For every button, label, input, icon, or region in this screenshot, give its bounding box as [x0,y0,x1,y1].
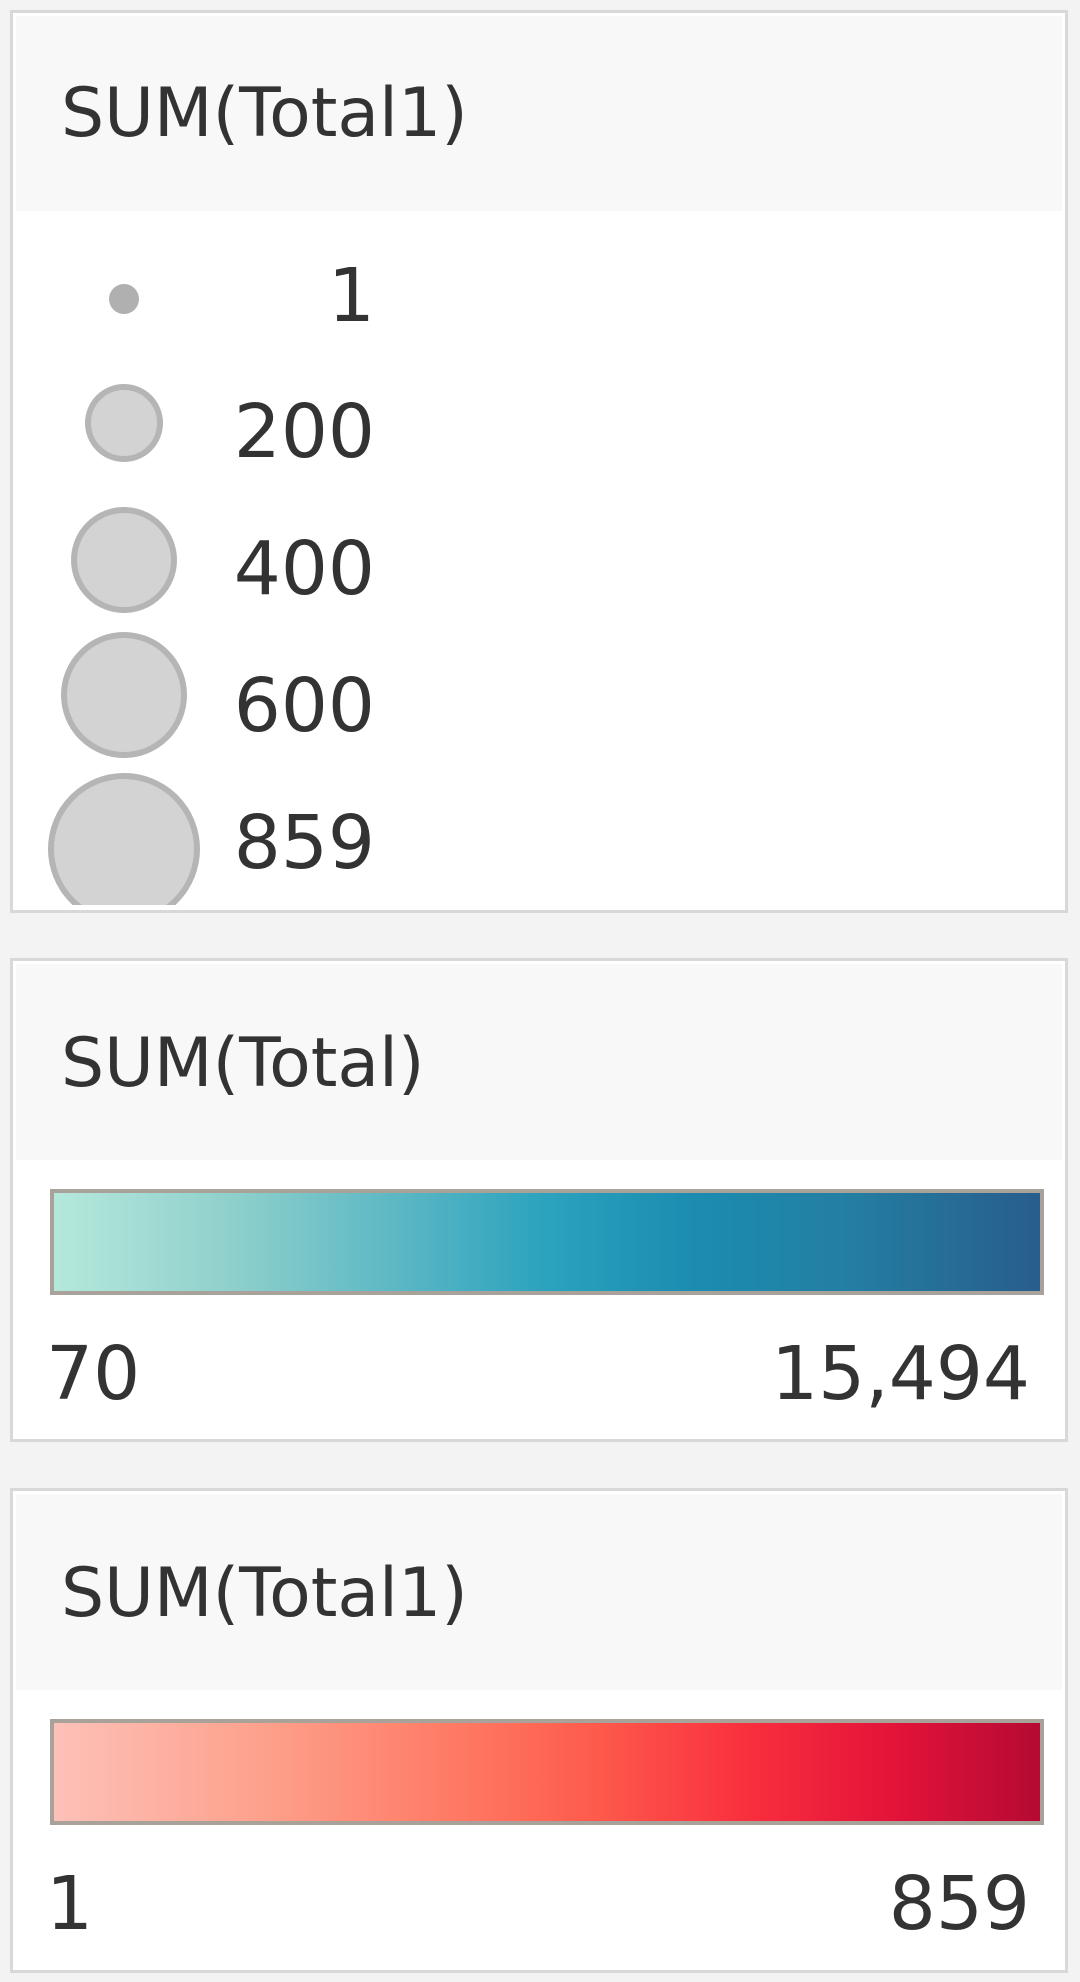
size-legend-card: SUM(Total1) 1 200 400 600 859 [10,10,1068,913]
color-legend-total1-card: SUM(Total1) 1 859 [10,1488,1068,1973]
size-mark-1 [109,284,139,314]
size-label-859: 859 [163,798,375,888]
size-label-200: 200 [163,387,375,477]
size-label-600: 600 [163,661,375,751]
color-legend-total-min: 70 [46,1329,140,1419]
color-legend-total-card: SUM(Total) 70 15,494 [10,958,1068,1442]
color-ramp-total[interactable] [50,1189,1044,1295]
size-legend-title[interactable]: SUM(Total1) [16,16,1062,211]
color-legend-total1-title[interactable]: SUM(Total1) [16,1494,1062,1690]
color-ramp-total1[interactable] [50,1719,1044,1825]
color-legend-total1-max: 859 [889,1859,1030,1949]
size-label-1: 1 [163,251,375,341]
size-mark-400 [71,507,177,613]
size-label-400: 400 [163,524,375,614]
color-legend-total-max: 15,494 [771,1329,1030,1419]
color-legend-total1-min: 1 [46,1859,93,1949]
size-mark-200 [85,384,163,462]
color-legend-total-title[interactable]: SUM(Total) [16,964,1062,1160]
